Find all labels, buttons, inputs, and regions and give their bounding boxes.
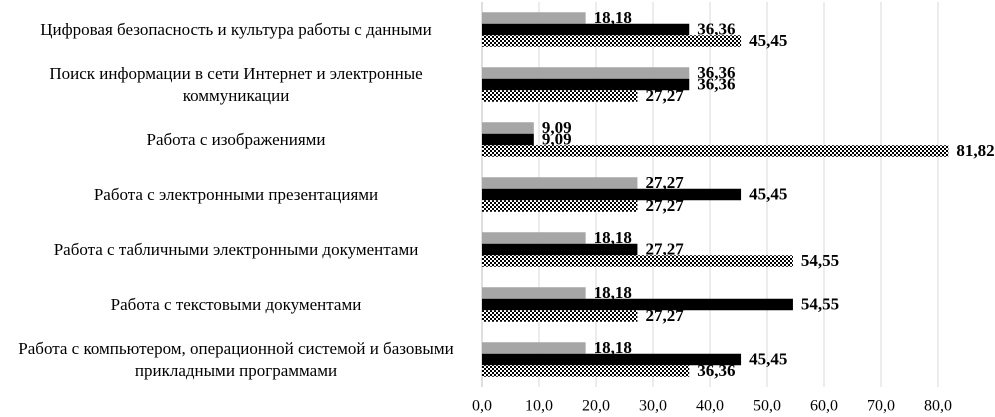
bar bbox=[482, 287, 586, 299]
data-label: 9,09 bbox=[542, 129, 572, 148]
bar bbox=[482, 35, 742, 47]
y-tick-label: Работа с текстовыми документами bbox=[110, 294, 362, 314]
data-label: 45,45 bbox=[749, 184, 787, 203]
y-tick-label: Работа с компьютером, операционной систе… bbox=[18, 338, 454, 380]
bar bbox=[482, 145, 949, 157]
bar bbox=[482, 122, 534, 134]
bar bbox=[482, 177, 638, 189]
data-label: 54,55 bbox=[801, 251, 839, 270]
bar bbox=[482, 243, 638, 256]
bar bbox=[482, 310, 638, 322]
data-label: 81,82 bbox=[956, 141, 994, 160]
bar bbox=[482, 298, 793, 311]
data-label: 36,36 bbox=[697, 74, 735, 93]
x-tick-label: 60,0 bbox=[810, 398, 838, 415]
x-tick-label: 0,0 bbox=[472, 398, 492, 415]
data-label: 36,36 bbox=[697, 361, 735, 380]
data-label: 9,09 bbox=[542, 118, 572, 137]
data-label: 18,18 bbox=[594, 283, 632, 302]
data-label: 45,45 bbox=[749, 349, 787, 368]
bar bbox=[482, 342, 586, 354]
data-label: 54,55 bbox=[801, 294, 839, 313]
bar bbox=[482, 133, 534, 146]
x-tick-label: 80,0 bbox=[924, 398, 952, 415]
x-tick-label: 40,0 bbox=[696, 398, 724, 415]
x-tick-label: 50,0 bbox=[753, 398, 781, 415]
bar bbox=[482, 12, 586, 24]
bar bbox=[482, 255, 793, 267]
y-tick-label: Поиск информации в сети Интернет и элект… bbox=[49, 63, 423, 105]
bar bbox=[482, 353, 742, 366]
data-label: 27,27 bbox=[645, 86, 684, 105]
data-label: 27,27 bbox=[645, 239, 684, 258]
bar bbox=[482, 67, 690, 79]
y-tick-label: Работа с табличными электронными докумен… bbox=[53, 239, 419, 259]
x-tick-label: 10,0 bbox=[525, 398, 553, 415]
x-tick-label: 70,0 bbox=[867, 398, 895, 415]
data-label: 36,36 bbox=[697, 63, 735, 82]
bar bbox=[482, 90, 638, 102]
data-label: 27,27 bbox=[645, 173, 684, 192]
bar bbox=[482, 200, 638, 212]
data-label: 27,27 bbox=[645, 306, 684, 325]
bar bbox=[482, 188, 742, 201]
y-tick-label: Цифровая безопасность и культура работы … bbox=[40, 19, 432, 39]
data-label: 45,45 bbox=[749, 31, 787, 50]
x-tick-label: 20,0 bbox=[582, 398, 610, 415]
data-label: 18,18 bbox=[594, 338, 632, 357]
data-label: 18,18 bbox=[594, 8, 632, 27]
bar bbox=[482, 23, 690, 36]
data-label: 27,27 bbox=[645, 196, 684, 215]
y-tick-label: Работа с изображениями bbox=[146, 129, 326, 149]
data-label: 18,18 bbox=[594, 228, 632, 247]
x-tick-label: 30,0 bbox=[639, 398, 667, 415]
bar bbox=[482, 232, 586, 244]
data-label: 36,36 bbox=[697, 19, 735, 38]
bar bbox=[482, 78, 690, 91]
y-tick-label: Работа с электронными презентациями bbox=[93, 184, 379, 204]
bar bbox=[482, 365, 690, 377]
